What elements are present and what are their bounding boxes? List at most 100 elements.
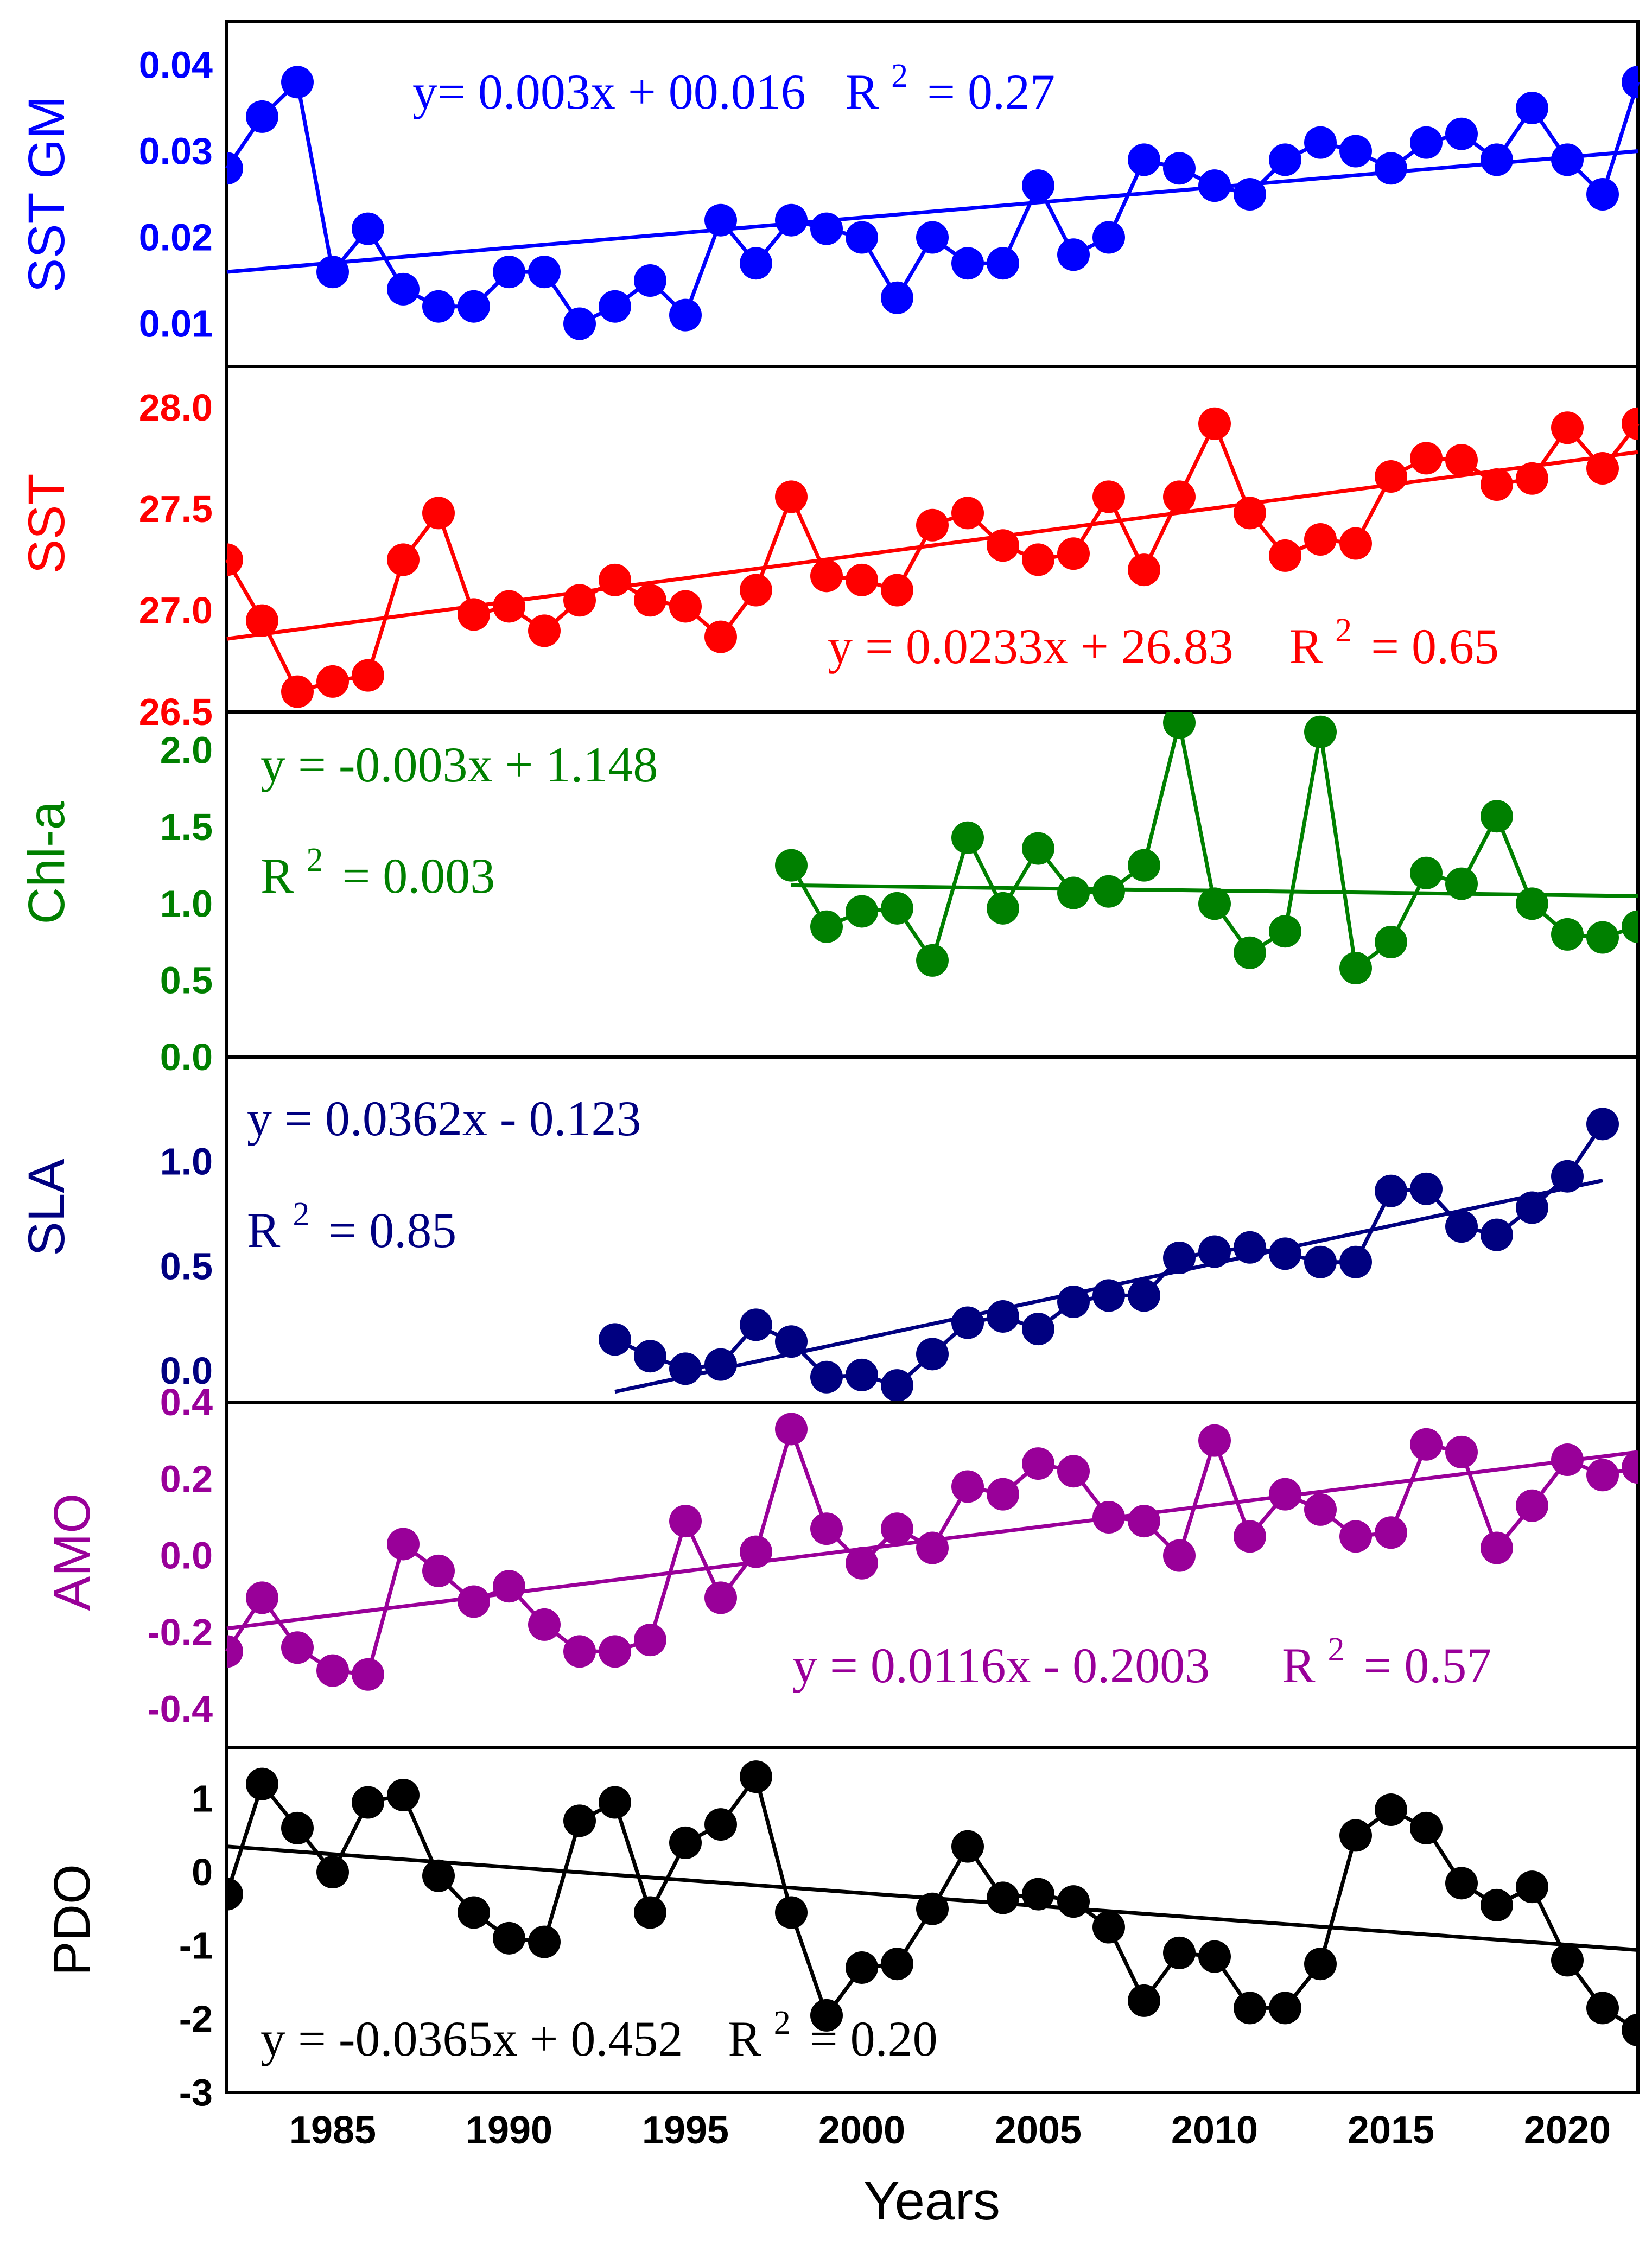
data-point: [1128, 553, 1160, 587]
equation-text: y = 0.0116x - 0.2003: [792, 1638, 1210, 1693]
y-tick-label: 0.0: [160, 1036, 213, 1078]
data-point: [1163, 152, 1196, 185]
data-point: [227, 1878, 243, 1911]
data-point: [1198, 887, 1231, 920]
data-point: [1269, 1478, 1301, 1511]
y-tick-label: 0.5: [160, 959, 213, 1002]
data-point: [881, 892, 913, 925]
data-point: [1234, 1231, 1266, 1264]
y-tick-label: -0.2: [147, 1611, 213, 1653]
data-point: [1445, 1210, 1478, 1243]
data-point: [528, 614, 561, 647]
data-point: [1057, 537, 1090, 570]
data-point: [1481, 800, 1513, 833]
data-point: [1234, 178, 1266, 211]
equation-label: y = 0.0233x + 26.83 R 2 = 0.65: [828, 597, 1499, 674]
data-point: [916, 1338, 949, 1371]
data-point: [1269, 143, 1301, 176]
data-point: [1551, 1160, 1584, 1193]
panel-frame: [225, 1746, 1640, 2094]
data-point: [1410, 856, 1443, 889]
data-point: [528, 1925, 561, 1958]
markers: [227, 66, 1638, 340]
r2-base: R: [1289, 619, 1323, 674]
data-point: [458, 1585, 490, 1618]
data-point: [1586, 1992, 1619, 2025]
r2-sup: 2: [1327, 1631, 1344, 1668]
data-point: [1586, 452, 1619, 485]
data-point: [634, 1896, 666, 1929]
data-point: [1622, 66, 1638, 99]
data-point: [1410, 1428, 1443, 1461]
series: [225, 66, 1640, 340]
data-point: [422, 497, 455, 530]
y-tick-label: 1.0: [160, 882, 213, 925]
data-point: [1269, 915, 1301, 948]
y-tick-label: -1: [179, 1924, 213, 1967]
data-point: [493, 590, 525, 623]
data-point: [316, 256, 349, 289]
x-tick-labels: 1985 1990 1995 2000 2005 2010 2015 2020: [289, 2109, 1611, 2152]
panel-amo: -0.4 -0.2 0.0 0.2 0.4 AMO y = 0.0116x - 0.20…: [43, 1381, 1640, 1749]
data-point: [1375, 460, 1407, 493]
x-tick-label: 1985: [289, 2109, 376, 2152]
data-point: [599, 1635, 631, 1668]
data-point: [227, 543, 243, 576]
y-tick-label: 0.01: [139, 303, 213, 345]
data-point: [1339, 1245, 1372, 1278]
data-point: [352, 212, 384, 245]
data-point: [1163, 712, 1196, 739]
data-point: [1551, 411, 1584, 444]
data-point: [1516, 1489, 1548, 1522]
data-point: [493, 1570, 525, 1603]
series: [225, 1413, 1638, 1691]
data-point: [846, 895, 878, 928]
data-point: [1586, 1108, 1619, 1141]
data-point: [387, 272, 420, 306]
y-tick-label: 26.5: [139, 691, 213, 733]
r2-base: R: [728, 2011, 761, 2066]
r2-value: = 0.003: [342, 848, 495, 904]
data-point: [1304, 1948, 1337, 1981]
data-point: [1410, 126, 1443, 159]
data-point: [1269, 1992, 1301, 2025]
data-point: [1551, 1443, 1584, 1476]
y-tick-label: 0.0: [160, 1535, 213, 1577]
data-point: [881, 281, 913, 314]
data-point: [810, 1512, 843, 1545]
y-tick-label: 0.02: [139, 217, 213, 259]
data-point: [1022, 169, 1054, 202]
data-point: [775, 849, 808, 882]
data-point: [316, 1654, 349, 1687]
data-point: [669, 1826, 702, 1859]
data-point: [1586, 178, 1619, 211]
series: [775, 712, 1639, 985]
data-point: [599, 563, 631, 596]
y-axis-label: SST GM: [18, 96, 75, 292]
data-point: [281, 1811, 314, 1844]
data-point: [1198, 169, 1231, 202]
data-point: [316, 665, 349, 698]
y-tick-labels: 26.5 27.0 27.5 28.0: [139, 386, 213, 733]
data-point: [227, 1635, 243, 1668]
data-point: [1410, 1172, 1443, 1205]
data-point: [916, 944, 949, 977]
data-point: [1622, 407, 1638, 440]
data-point: [987, 1881, 1019, 1914]
data-point: [740, 1760, 772, 1793]
data-point: [1092, 875, 1125, 908]
markers: [599, 1108, 1619, 1402]
data-point: [740, 247, 772, 280]
data-point: [458, 290, 490, 323]
data-point: [246, 100, 278, 133]
y-tick-label: 0.03: [139, 130, 213, 173]
x-tick-label: 1995: [642, 2109, 729, 2152]
data-point: [775, 1325, 808, 1358]
data-point: [1445, 867, 1478, 900]
y-tick-label: 0.2: [160, 1458, 213, 1500]
data-point: [1092, 1911, 1125, 1944]
y-tick-label: 0: [192, 1851, 213, 1893]
trend-line: [226, 149, 1638, 274]
data-point: [634, 1624, 666, 1657]
data-point: [1163, 1539, 1196, 1572]
